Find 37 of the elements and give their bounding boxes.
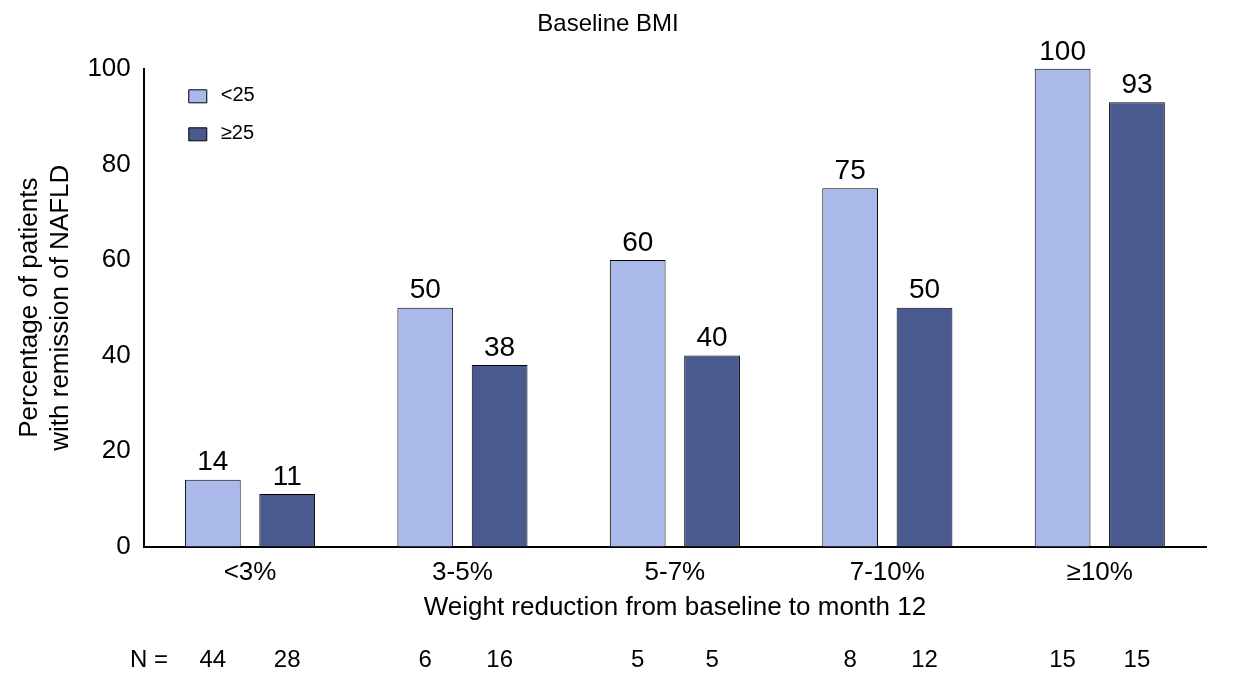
data-label: 11: [272, 459, 302, 491]
legend-label: <25: [220, 83, 255, 106]
text: 6: [418, 644, 432, 672]
data-label: 75: [834, 153, 866, 185]
y-tick-label: 60: [101, 243, 131, 274]
text: 12: [911, 644, 938, 672]
x-tick-label: 3-5%: [432, 556, 493, 587]
text: 28: [273, 644, 301, 672]
y-tick-label: 20: [101, 434, 131, 465]
text: 5: [631, 644, 645, 672]
x-tick-label: 5-7%: [644, 556, 706, 587]
data-label: 93: [1121, 67, 1153, 99]
y-tick-label: 0: [116, 529, 131, 560]
x-tick-label: <3%: [223, 556, 277, 587]
text: N =: [130, 644, 169, 672]
text: 8: [843, 644, 857, 672]
text: 44: [199, 644, 227, 672]
chart-title: Baseline BMI: [537, 9, 679, 37]
text: 5: [705, 644, 719, 672]
text: 16: [486, 644, 513, 672]
y-tick-label: 80: [101, 147, 131, 178]
data-label: 14: [197, 445, 229, 477]
y-tick-label: 40: [101, 338, 131, 369]
text: 15: [1049, 644, 1076, 672]
y-axis-title: Percentage of patients with remission of NAFLD: [12, 164, 74, 452]
data-label: 40: [696, 321, 728, 353]
x-tick-label: 7-10%: [849, 556, 925, 587]
x-axis-title: Weight reduction from baseline to month 12: [423, 590, 927, 621]
data-label: 50: [908, 273, 941, 305]
x-tick-label: ≥10%: [1066, 556, 1133, 587]
text: 15: [1123, 644, 1151, 672]
legend-label: ≥25: [220, 121, 255, 144]
data-label: 100: [1039, 34, 1086, 66]
y-tick-label: 100: [87, 51, 131, 82]
data-label: 60: [622, 225, 654, 257]
data-label: 38: [484, 330, 516, 362]
data-label: 50: [409, 273, 441, 305]
